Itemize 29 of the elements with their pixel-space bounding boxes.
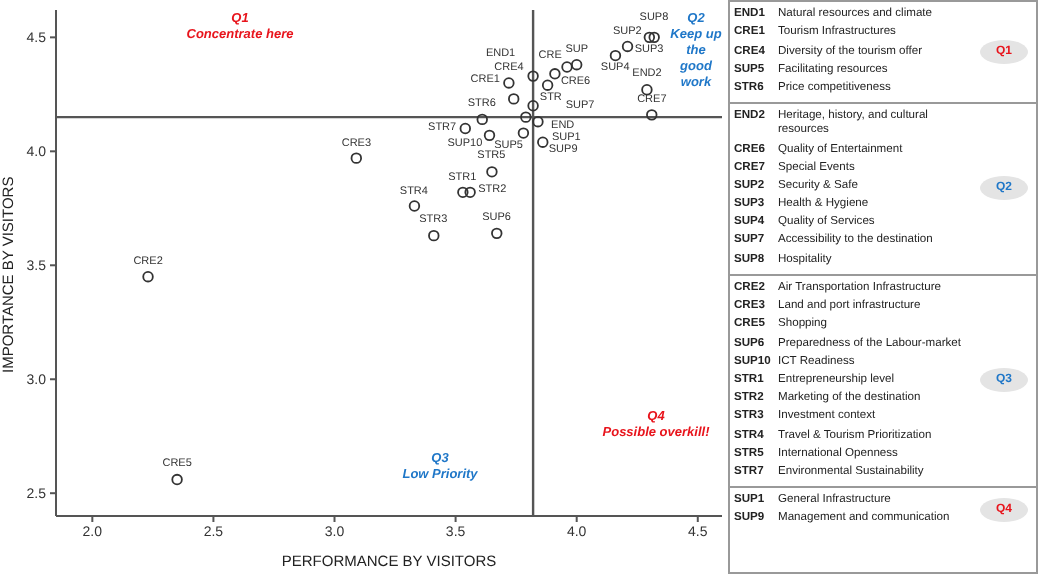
- point: [491, 227, 503, 240]
- point: [570, 59, 583, 71]
- point: [549, 68, 561, 80]
- point: [643, 31, 656, 44]
- point: [527, 100, 539, 112]
- point: [532, 115, 544, 128]
- point: [527, 70, 539, 82]
- point: [561, 61, 573, 73]
- point: [621, 40, 634, 53]
- point: [537, 136, 549, 148]
- point: [171, 473, 183, 486]
- point: [648, 31, 660, 44]
- point: [459, 122, 471, 135]
- point: [350, 152, 363, 164]
- point: [517, 127, 530, 139]
- point: [483, 129, 496, 142]
- point: [457, 186, 469, 199]
- point: [428, 229, 440, 242]
- point: [508, 93, 520, 105]
- point: [520, 111, 532, 123]
- point: [646, 109, 658, 121]
- point: [476, 113, 488, 126]
- point: [464, 186, 476, 199]
- point: [486, 166, 498, 178]
- point: [408, 200, 421, 212]
- point: [503, 77, 515, 89]
- point: [541, 79, 554, 91]
- point: [609, 49, 622, 62]
- point: [142, 270, 154, 283]
